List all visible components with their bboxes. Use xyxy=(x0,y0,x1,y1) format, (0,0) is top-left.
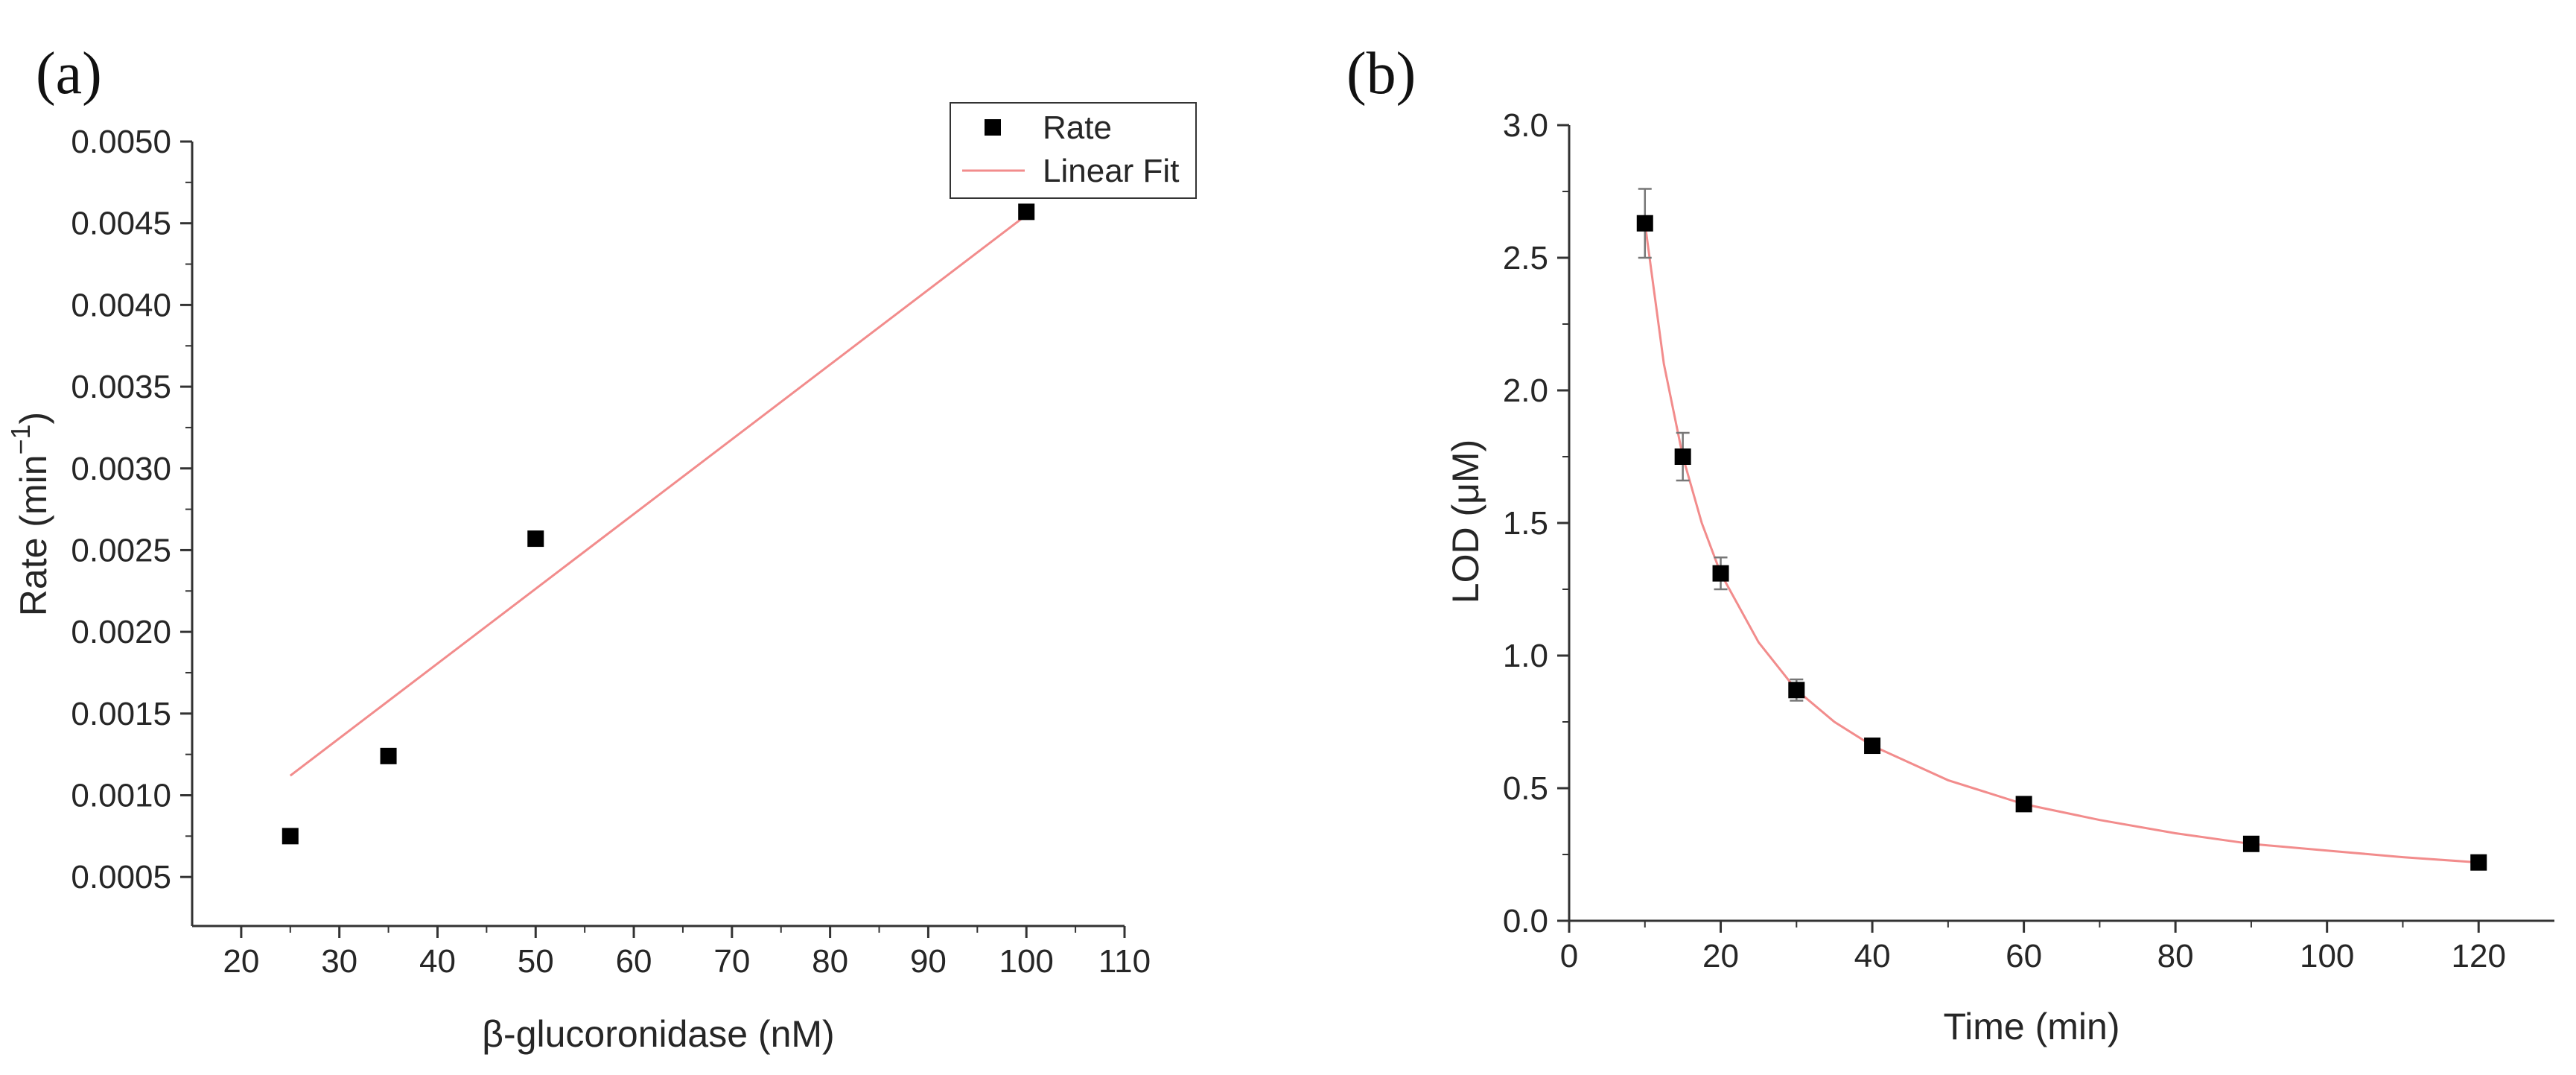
y-tick-label-a: 0.0020 xyxy=(71,614,171,650)
y-axis-title-a-main: Rate (min xyxy=(13,454,54,616)
x-tick-label-a: 90 xyxy=(910,943,947,980)
y-axis-title-a-close: ) xyxy=(13,412,54,425)
x-tick-label-a: 110 xyxy=(1098,943,1151,980)
x-tick-label-a: 60 xyxy=(616,943,652,980)
y-axis-title-a: Rate (min−1) xyxy=(5,412,54,616)
lod-point xyxy=(1864,738,1881,755)
linear-fit-line xyxy=(289,214,1028,777)
y-tick-label-a: 0.0045 xyxy=(71,206,171,242)
lod-point xyxy=(2470,854,2487,871)
y-axis-title-b: LOD (μM) xyxy=(1445,440,1486,603)
y-tick-label-a: 0.0050 xyxy=(71,124,171,160)
x-tick-label-a: 70 xyxy=(713,943,750,980)
rate-point xyxy=(282,828,299,845)
x-tick-label-a: 100 xyxy=(999,943,1053,980)
x-tick-label-a: 40 xyxy=(419,943,456,980)
y-tick-label-a: 0.0015 xyxy=(71,696,171,732)
legend-a: Rate Linear Fit xyxy=(950,102,1197,199)
y-tick-label-b: 0.5 xyxy=(1503,770,1548,807)
lod-point xyxy=(1712,565,1729,582)
x-axis-title-a: β-glucoronidase (nM) xyxy=(482,1013,834,1055)
x-tick-label-b: 60 xyxy=(2006,938,2042,974)
legend-box-a xyxy=(950,102,1197,199)
legend-label-rate: Rate xyxy=(1043,110,1112,146)
chart-a: (a) 20 30 40 50 60 70 80 90 100 110 0.0005 0.0010 0.… xyxy=(5,41,1197,1055)
lod-point xyxy=(2015,796,2032,813)
y-tick-label-b: 1.5 xyxy=(1503,505,1548,542)
y-tick-label-b: 1.0 xyxy=(1503,638,1548,674)
y-tick-label-a: 0.0005 xyxy=(71,859,171,895)
lod-point xyxy=(1636,215,1653,232)
y-tick-label-b: 0.0 xyxy=(1503,903,1548,939)
x-tick-label-b: 120 xyxy=(2452,938,2506,974)
x-tick-label-a: 80 xyxy=(812,943,848,980)
x-tick-label-b: 80 xyxy=(2157,938,2194,974)
x-tick-label-a: 30 xyxy=(321,943,357,980)
x-tick-label-b: 0 xyxy=(1560,938,1578,974)
lod-point xyxy=(1788,682,1805,699)
y-tick-label-b: 2.0 xyxy=(1503,372,1548,409)
legend-label-linear-fit: Linear Fit xyxy=(1043,153,1179,189)
rate-point xyxy=(527,530,544,548)
chart-b: (b) 0 20 40 60 80 100 120 0.0 0.5 1.0 1.5 2.0 2.5 3.0… xyxy=(1346,41,2554,1047)
y-tick-label-a: 0.0035 xyxy=(71,369,171,405)
y-tick-label-a: 0.0040 xyxy=(71,287,171,323)
rate-point xyxy=(1018,203,1035,221)
x-tick-label-b: 100 xyxy=(2300,938,2354,974)
lod-fit-curve xyxy=(1644,223,2479,864)
x-tick-label-b: 20 xyxy=(1702,938,1739,974)
x-tick-label-a: 50 xyxy=(518,943,554,980)
x-axis-title-b: Time (min) xyxy=(1943,1006,2119,1047)
lod-point xyxy=(1674,448,1691,465)
lod-point xyxy=(2242,835,2259,852)
x-tick-label-b: 40 xyxy=(1854,938,1891,974)
y-tick-label-a: 0.0025 xyxy=(71,532,171,568)
x-tick-label-a: 20 xyxy=(223,943,259,980)
y-tick-label-b: 2.5 xyxy=(1503,240,1548,276)
rate-point xyxy=(380,747,397,764)
legend-marker-rate xyxy=(985,119,1001,136)
y-tick-label-a: 0.0030 xyxy=(71,451,171,487)
y-axis-title-a-sup: −1 xyxy=(5,424,36,454)
y-tick-label-a: 0.0010 xyxy=(71,778,171,814)
panel-label-b: (b) xyxy=(1346,41,1416,107)
y-tick-label-b: 3.0 xyxy=(1503,107,1548,144)
panel-label-a: (a) xyxy=(36,41,102,107)
